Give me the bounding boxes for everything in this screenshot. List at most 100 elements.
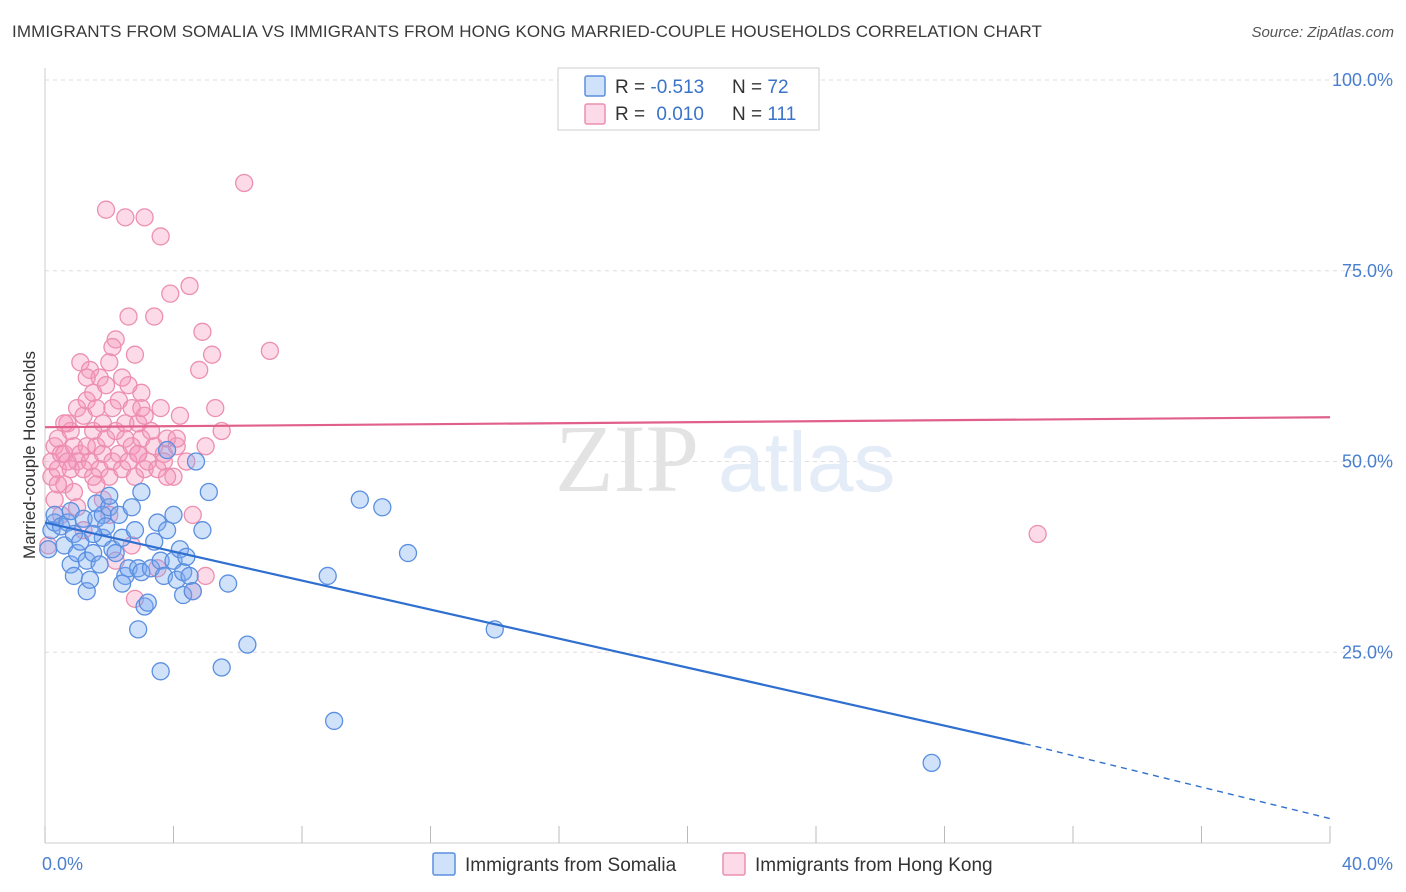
somalia-trend-line — [44, 521, 1026, 745]
legend-n-label-somalia: N = — [732, 77, 767, 98]
somalia-trend-extension — [1024, 743, 1331, 820]
hongkong-point-20 — [77, 437, 96, 456]
svg-text:N = 72: N = 72 — [732, 77, 789, 98]
somalia-point-63 — [373, 498, 392, 517]
somalia-point-69 — [183, 582, 202, 601]
somalia-point-53 — [180, 566, 199, 586]
x-tick-label-1: 40.0% — [1342, 854, 1393, 874]
somalia-point-38 — [138, 593, 157, 612]
hongkong-point-103 — [77, 368, 96, 387]
somalia-point-61 — [324, 711, 344, 731]
x-tick-label-0: 0.0% — [42, 854, 83, 874]
bottom-legend-swatch-hongkong — [722, 852, 746, 876]
somalia-point-68 — [112, 574, 132, 593]
hongkong-point-81 — [116, 208, 135, 227]
somalia-point-45 — [157, 440, 177, 460]
hongkong-point-55 — [132, 383, 151, 402]
hongkong-point-71 — [183, 505, 202, 525]
somalia-point-36 — [132, 562, 151, 582]
somalia-point-46 — [164, 505, 183, 525]
somalia-point-11 — [67, 543, 87, 563]
somalia-point-62 — [350, 490, 369, 509]
hongkong-point-62 — [151, 398, 170, 418]
hongkong-point-51 — [125, 345, 145, 364]
legend-n-value-hongkong: 111 — [767, 104, 796, 125]
somalia-point-54 — [186, 452, 206, 471]
somalia-point-60 — [318, 566, 337, 586]
chart-title: IMMIGRANTS FROM SOMALIA VS IMMIGRANTS FR… — [12, 22, 1043, 41]
hongkong-point-83 — [151, 227, 170, 246]
trend-layer — [44, 416, 1331, 820]
hongkong-point-80 — [96, 200, 116, 219]
somalia-point-55 — [193, 521, 212, 540]
hongkong-point-100 — [154, 452, 174, 471]
hongkong-point-59 — [141, 421, 161, 441]
somalia-point-20 — [90, 555, 109, 574]
somalia-point-16 — [80, 570, 100, 589]
hongkong-point-46 — [119, 452, 138, 471]
legend-swatch-somalia — [584, 75, 606, 97]
somalia-point-32 — [122, 498, 141, 517]
grid-layer — [45, 79, 1390, 653]
y-tick-label-3: 100.0% — [1332, 70, 1393, 90]
svg-text:N = 111: N = 111 — [732, 104, 796, 125]
hongkong-point-33 — [96, 376, 116, 395]
hongkong-point-2 — [45, 490, 64, 509]
legend-r-label-hongkong: R = — [615, 104, 650, 125]
somalia-point-15 — [77, 582, 96, 601]
hongkong-point-97 — [84, 467, 103, 486]
hongkong-trend-line — [44, 416, 1331, 429]
axis-layer: 25.0% 50.0% 75.0% 100.0% 0.0% 40.0% — [42, 68, 1393, 874]
bottom-legend-swatch-somalia — [432, 852, 456, 876]
svg-text:R = 0.010: R = 0.010 — [615, 104, 704, 125]
hongkong-point-67 — [167, 437, 186, 456]
somalia-point-25 — [100, 486, 119, 505]
somalia-point-42 — [151, 551, 170, 570]
hongkong-point-102 — [55, 414, 74, 433]
somalia-point-33 — [125, 521, 145, 540]
svg-text:R = -0.513: R = -0.513 — [615, 77, 704, 98]
hongkong-point-69 — [177, 452, 196, 471]
hongkong-point-74 — [196, 437, 215, 456]
legend-r-label-somalia: R = — [615, 77, 650, 98]
legend-swatch-hongkong — [584, 103, 606, 125]
somalia-point-10 — [64, 566, 84, 586]
somalia-point-50 — [173, 585, 193, 605]
hongkong-point-104 — [103, 337, 122, 357]
somalia-point-66 — [151, 662, 170, 681]
hongkong-point-27 — [87, 398, 106, 418]
hongkong-point-4 — [48, 459, 67, 479]
hongkong-point-68 — [170, 406, 190, 425]
somalia-point-44 — [157, 521, 177, 540]
hongkong-point-75 — [202, 345, 222, 364]
watermark-atlas: atlas — [718, 415, 895, 509]
bottom-legend-label-hongkong: Immigrants from Hong Kong — [755, 855, 993, 876]
hongkong-point-84 — [119, 307, 138, 326]
points-layer — [39, 173, 1047, 773]
hongkong-point-7 — [55, 475, 74, 494]
hongkong-point-110 — [1028, 524, 1047, 544]
hongkong-point-30 — [93, 444, 112, 464]
somalia-point-27 — [106, 543, 125, 563]
y-axis-label: Married-couple Households — [20, 351, 39, 559]
somalia-point-41 — [148, 513, 167, 532]
legend-r-value-hongkong: 0.010 — [656, 104, 704, 125]
somalia-point-64 — [398, 543, 418, 563]
legend-box: R = -0.513 N = 72 R = 0.010 N = 111 — [557, 67, 820, 131]
legend-n-value-somalia: 72 — [767, 77, 788, 98]
hongkong-point-99 — [129, 444, 148, 464]
somalia-point-17 — [84, 543, 103, 563]
somalia-point-58 — [218, 574, 238, 593]
hongkong-point-105 — [132, 398, 151, 418]
hongkong-point-32 — [96, 429, 116, 448]
somalia-point-57 — [212, 658, 231, 677]
hongkong-point-78 — [235, 173, 254, 193]
somalia-point-56 — [199, 482, 218, 502]
hongkong-point-35 — [100, 353, 119, 372]
somalia-point-35 — [132, 482, 151, 502]
hongkong-point-85 — [145, 307, 164, 326]
watermark-zip: ZIP — [555, 405, 699, 512]
legend-r-value-somalia: -0.513 — [650, 77, 704, 98]
hongkong-point-87 — [64, 482, 84, 502]
